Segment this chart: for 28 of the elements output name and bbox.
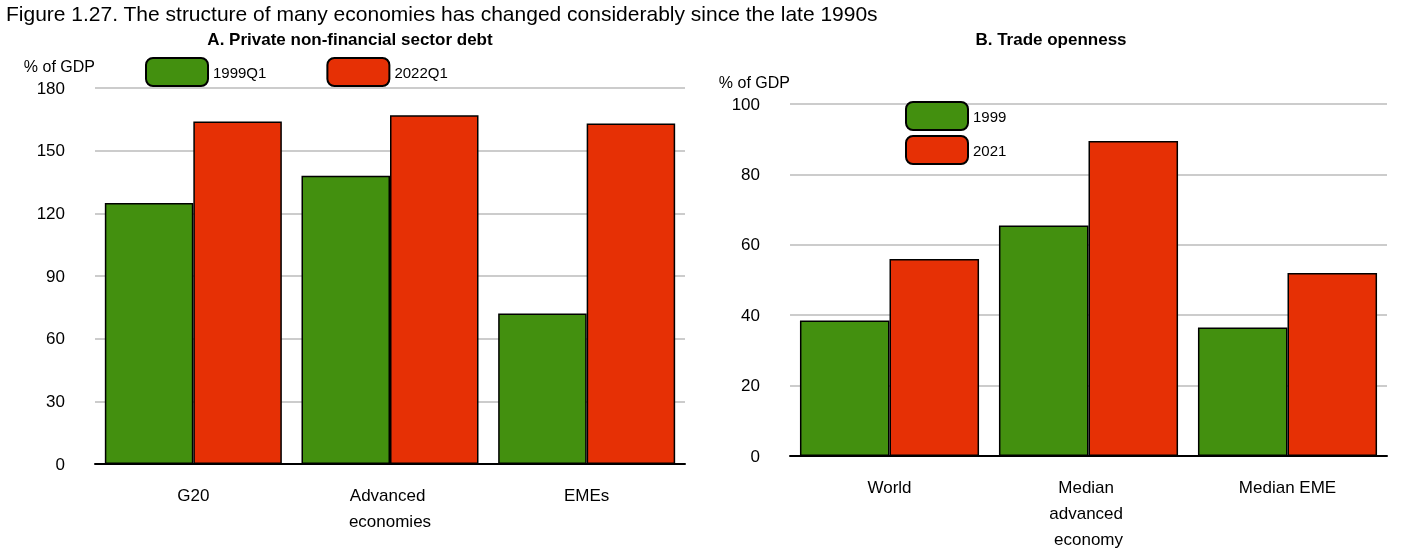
y-axis-title: % of GDP [718,73,790,91]
y-tick-label: 100 [731,94,760,114]
y-tick-label: 80 [741,164,760,184]
chart-title: B. Trade openness [975,30,1127,49]
legend-label: 1999 [973,107,1007,125]
x-tick-label: Median EME [1238,477,1337,497]
x-tick-label: EMEs [563,485,610,505]
y-tick-label: 60 [741,235,760,255]
chart-title: A. Private non-financial sector debt [207,30,493,49]
caption: Figure 1.27. The structure of many economies has changed considerably since the late 1990s [6,2,878,26]
y-tick-label: 180 [36,78,65,98]
y-axis-title: % of GDP [23,57,95,75]
y-tick-label: 20 [741,376,760,396]
legend-label: 2021 [973,141,1007,159]
x-tick-label: Advanced economies [348,485,432,531]
y-tick-label: 40 [741,305,760,325]
x-tick-label: Median advanced economy [1049,477,1128,549]
y-tick-label: 120 [36,203,65,223]
x-tick-label: World [867,477,912,497]
legend-label: 2022Q1 [394,63,448,81]
y-tick-label: 30 [46,391,65,411]
y-tick-label: 0 [750,446,760,466]
x-tick-label: G20 [177,485,210,505]
legend-label: 1999Q1 [213,63,267,81]
y-tick-label: 0 [55,454,65,474]
y-tick-label: 60 [46,329,65,349]
y-tick-label: 150 [36,141,65,161]
y-tick-label: 90 [46,266,65,286]
